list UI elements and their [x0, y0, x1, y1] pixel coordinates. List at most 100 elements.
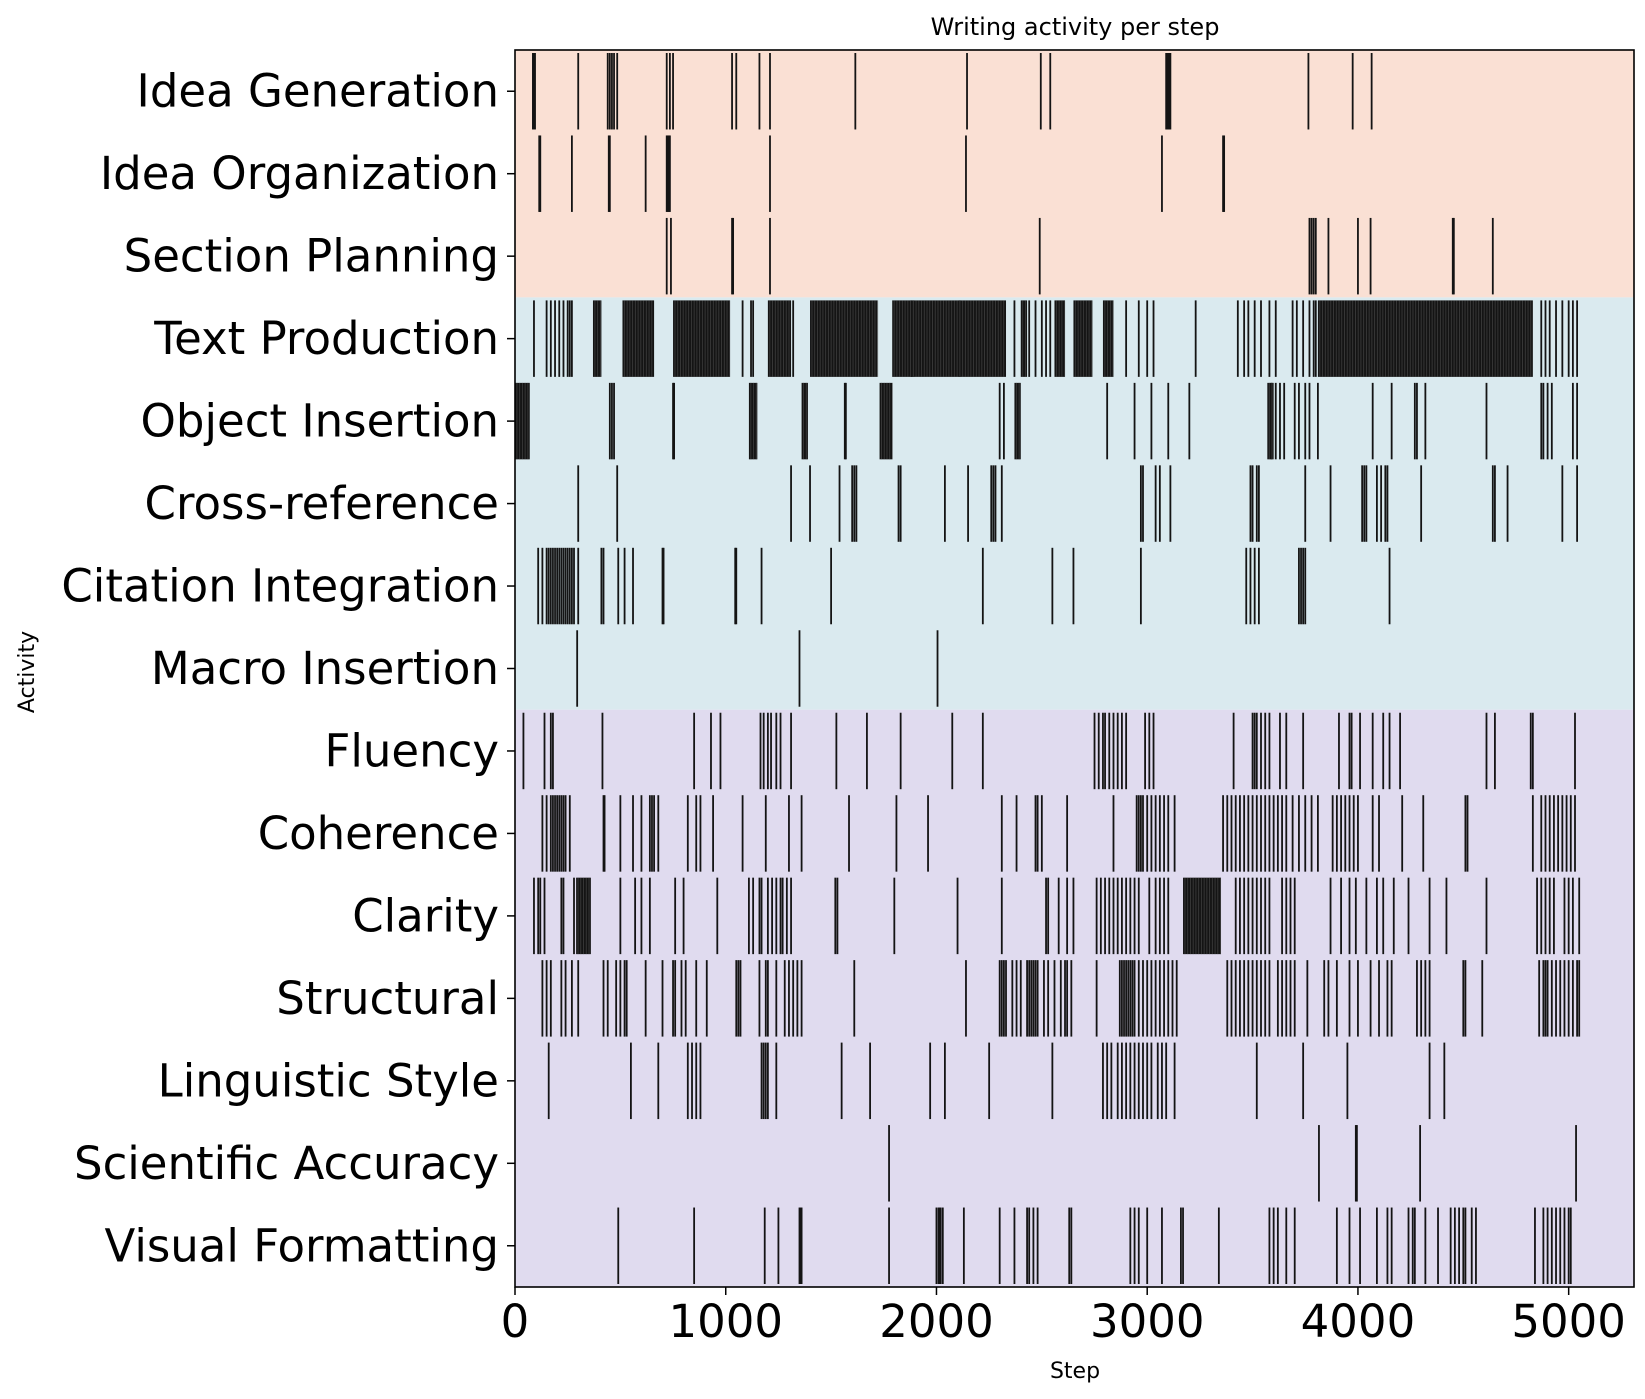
event-mark-fluency	[1485, 712, 1488, 790]
event-burst-text-production	[1317, 300, 1533, 377]
burst-gap	[588, 877, 590, 955]
event-mark-idea-generation	[1169, 53, 1172, 130]
event-mark-cross-reference	[943, 465, 946, 542]
event-mark-section-planning	[1310, 217, 1313, 295]
burst-gap	[1064, 300, 1066, 377]
event-mark-idea-generation	[1168, 53, 1171, 130]
burst-gap	[877, 300, 879, 377]
event-mark-citation-integration	[541, 547, 544, 625]
event-mark-fluency	[1116, 712, 1119, 790]
x-tick-label: 5000	[1511, 1295, 1626, 1348]
event-mark-clarity	[543, 877, 546, 955]
event-mark-structural	[1464, 960, 1467, 1037]
burst-gap	[701, 300, 703, 377]
event-mark-structural	[1003, 960, 1005, 1037]
event-mark-section-planning	[1327, 217, 1330, 295]
event-mark-cross-reference	[790, 465, 792, 542]
event-mark-object-insertion	[1188, 382, 1191, 460]
burst-gap	[519, 382, 521, 460]
burst-gap	[940, 300, 942, 377]
event-mark-text-production	[1146, 300, 1149, 377]
event-mark-clarity	[1057, 877, 1060, 955]
burst-gap	[841, 300, 843, 377]
event-mark-coherence	[1310, 795, 1313, 872]
burst-gap	[1511, 300, 1513, 377]
event-mark-idea-generation	[1370, 53, 1373, 130]
event-mark-visual-formatting	[1182, 1207, 1184, 1284]
event-mark-coherence	[541, 795, 544, 872]
event-mark-object-insertion	[1542, 382, 1545, 460]
event-mark-structural	[1559, 960, 1562, 1037]
event-mark-coherence	[560, 795, 563, 872]
burst-gap	[910, 300, 912, 377]
y-axis: Idea Generation Idea Organization Section …	[61, 65, 515, 1272]
event-mark-clarity	[1264, 877, 1267, 955]
event-mark-clarity	[640, 877, 643, 955]
event-mark-coherence	[1553, 795, 1555, 872]
event-mark-cross-reference	[1169, 465, 1172, 542]
burst-gap	[688, 300, 690, 377]
event-mark-visual-formatting	[693, 1207, 696, 1284]
burst-gap	[516, 382, 518, 460]
event-mark-cross-reference	[990, 465, 993, 542]
burst-gap	[1061, 300, 1063, 377]
burst-gap	[964, 300, 966, 377]
event-mark-citation-integration	[562, 547, 565, 625]
burst-gap	[1420, 300, 1422, 377]
event-mark-clarity	[1072, 877, 1075, 955]
event-mark-fluency	[1359, 712, 1361, 790]
y-tick-label: Idea Generation	[137, 65, 499, 118]
burst-gap	[1494, 300, 1496, 377]
event-mark-visual-formatting	[617, 1207, 620, 1284]
event-mark-linguistic-style	[1302, 1042, 1305, 1120]
burst-gap	[1423, 300, 1425, 377]
event-mark-structural	[1571, 960, 1574, 1037]
burst-gap	[1502, 300, 1504, 377]
burst-gap	[640, 300, 642, 377]
event-mark-structural	[1243, 960, 1246, 1037]
burst-gap	[1385, 300, 1387, 377]
burst-gap	[871, 300, 873, 377]
event-mark-coherence	[1422, 795, 1425, 872]
event-mark-coherence	[568, 795, 571, 872]
burst-gap	[1352, 300, 1354, 377]
burst-gap	[723, 300, 725, 377]
event-mark-fluency	[1255, 712, 1258, 790]
event-mark-structural	[1066, 960, 1069, 1037]
burst-gap	[1398, 300, 1400, 377]
burst-gap	[1088, 300, 1090, 377]
event-mark-structural	[1158, 960, 1161, 1037]
event-mark-clarity	[634, 877, 637, 955]
event-mark-structural	[1289, 960, 1292, 1037]
event-mark-citation-integration	[566, 547, 569, 625]
event-mark-coherence	[651, 795, 653, 872]
burst-gap	[1524, 300, 1526, 377]
event-mark-visual-formatting	[1146, 1207, 1149, 1284]
event-mark-section-planning	[670, 217, 672, 295]
event-mark-visual-formatting	[888, 1207, 890, 1284]
burst-gap	[866, 300, 868, 377]
event-mark-coherence	[1154, 795, 1157, 872]
event-mark-object-insertion	[1167, 382, 1170, 460]
event-mark-cross-reference	[1329, 465, 1332, 542]
event-mark-structural	[1420, 960, 1423, 1037]
event-mark-visual-formatting	[1453, 1207, 1456, 1284]
event-mark-object-insertion	[1371, 382, 1374, 460]
event-mark-visual-formatting	[1276, 1207, 1279, 1284]
event-mark-structural	[1000, 960, 1003, 1037]
burst-gap	[1322, 300, 1324, 377]
event-mark-clarity	[1578, 877, 1581, 955]
event-mark-coherence	[1158, 795, 1161, 872]
event-mark-fluency	[1121, 712, 1123, 790]
x-tick-label: 1000	[668, 1295, 783, 1348]
event-mark-text-production	[1576, 300, 1579, 377]
event-mark-scientific-accuracy	[1355, 1125, 1358, 1202]
burst-gap	[995, 300, 996, 377]
burst-gap	[836, 300, 838, 377]
event-mark-citation-integration	[545, 547, 548, 625]
event-mark-text-production	[1152, 300, 1155, 377]
event-mark-structural	[737, 960, 740, 1037]
event-mark-fluency	[1152, 712, 1155, 790]
event-mark-text-production	[1028, 300, 1031, 377]
